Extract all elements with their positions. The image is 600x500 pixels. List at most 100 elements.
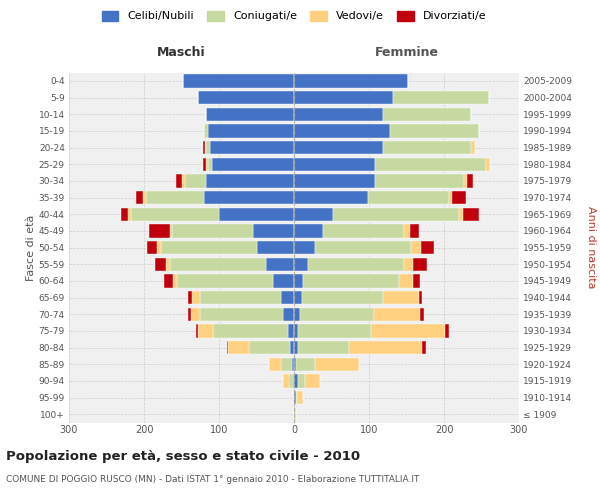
Bar: [373, 308, 420, 321]
Bar: [303, 274, 399, 287]
Bar: [333, 208, 459, 221]
Bar: [265, 258, 294, 271]
Bar: [289, 374, 293, 388]
Bar: [205, 108, 294, 121]
Text: COMUNE DI POGGIO RUSCO (MN) - Dati ISTAT 1° gennaio 2010 - Elaborazione TUTTITAL: COMUNE DI POGGIO RUSCO (MN) - Dati ISTAT…: [6, 475, 419, 484]
Bar: [464, 174, 467, 188]
Bar: [294, 374, 298, 388]
Bar: [383, 291, 419, 304]
Bar: [293, 391, 294, 404]
Bar: [173, 274, 177, 287]
Bar: [294, 341, 298, 354]
Bar: [212, 158, 294, 171]
Bar: [294, 91, 393, 104]
Bar: [182, 174, 185, 188]
Bar: [294, 124, 390, 138]
Bar: [298, 324, 371, 338]
Bar: [404, 258, 413, 271]
Bar: [292, 358, 294, 371]
Bar: [281, 291, 294, 304]
Bar: [249, 341, 290, 354]
Bar: [219, 208, 294, 221]
Bar: [253, 224, 294, 237]
Bar: [486, 158, 490, 171]
Bar: [170, 224, 172, 237]
Bar: [205, 158, 208, 171]
Bar: [420, 308, 424, 321]
Bar: [293, 374, 294, 388]
Bar: [390, 124, 479, 138]
Bar: [452, 191, 466, 204]
Bar: [227, 341, 228, 354]
Bar: [288, 324, 294, 338]
Bar: [290, 341, 294, 354]
Bar: [204, 124, 208, 138]
Bar: [147, 241, 157, 254]
Bar: [404, 224, 409, 237]
Bar: [177, 274, 273, 287]
Bar: [413, 274, 420, 287]
Bar: [149, 224, 170, 237]
Bar: [459, 208, 463, 221]
Bar: [269, 358, 281, 371]
Bar: [198, 324, 213, 338]
Bar: [191, 308, 200, 321]
Bar: [210, 141, 294, 154]
Bar: [203, 158, 205, 171]
Bar: [471, 141, 475, 154]
Bar: [294, 241, 315, 254]
Bar: [294, 324, 298, 338]
Bar: [213, 324, 288, 338]
Bar: [176, 174, 182, 188]
Bar: [121, 208, 128, 221]
Bar: [296, 358, 315, 371]
Bar: [383, 108, 471, 121]
Bar: [161, 241, 257, 254]
Bar: [187, 308, 191, 321]
Bar: [315, 241, 411, 254]
Bar: [305, 374, 320, 388]
Bar: [375, 158, 486, 171]
Bar: [283, 308, 294, 321]
Bar: [157, 241, 161, 254]
Bar: [136, 191, 143, 204]
Bar: [463, 208, 479, 221]
Bar: [308, 258, 404, 271]
Bar: [208, 124, 294, 138]
Bar: [294, 158, 375, 171]
Bar: [393, 91, 489, 104]
Bar: [371, 324, 445, 338]
Bar: [294, 274, 303, 287]
Bar: [208, 158, 212, 171]
Bar: [302, 291, 383, 304]
Bar: [228, 341, 249, 354]
Bar: [183, 74, 294, 88]
Bar: [257, 241, 294, 254]
Bar: [188, 291, 192, 304]
Bar: [205, 141, 206, 154]
Bar: [449, 191, 452, 204]
Bar: [196, 324, 198, 338]
Bar: [294, 358, 296, 371]
Bar: [143, 191, 146, 204]
Bar: [298, 374, 305, 388]
Bar: [283, 374, 289, 388]
Bar: [294, 291, 302, 304]
Bar: [172, 224, 253, 237]
Bar: [200, 308, 283, 321]
Bar: [467, 174, 473, 188]
Bar: [421, 241, 434, 254]
Bar: [205, 174, 294, 188]
Bar: [146, 191, 204, 204]
Bar: [294, 108, 383, 121]
Bar: [198, 91, 294, 104]
Bar: [294, 224, 323, 237]
Bar: [294, 141, 383, 154]
Bar: [294, 74, 408, 88]
Bar: [419, 291, 422, 304]
Bar: [297, 391, 303, 404]
Bar: [413, 258, 427, 271]
Bar: [185, 174, 205, 188]
Bar: [422, 341, 426, 354]
Bar: [155, 258, 166, 271]
